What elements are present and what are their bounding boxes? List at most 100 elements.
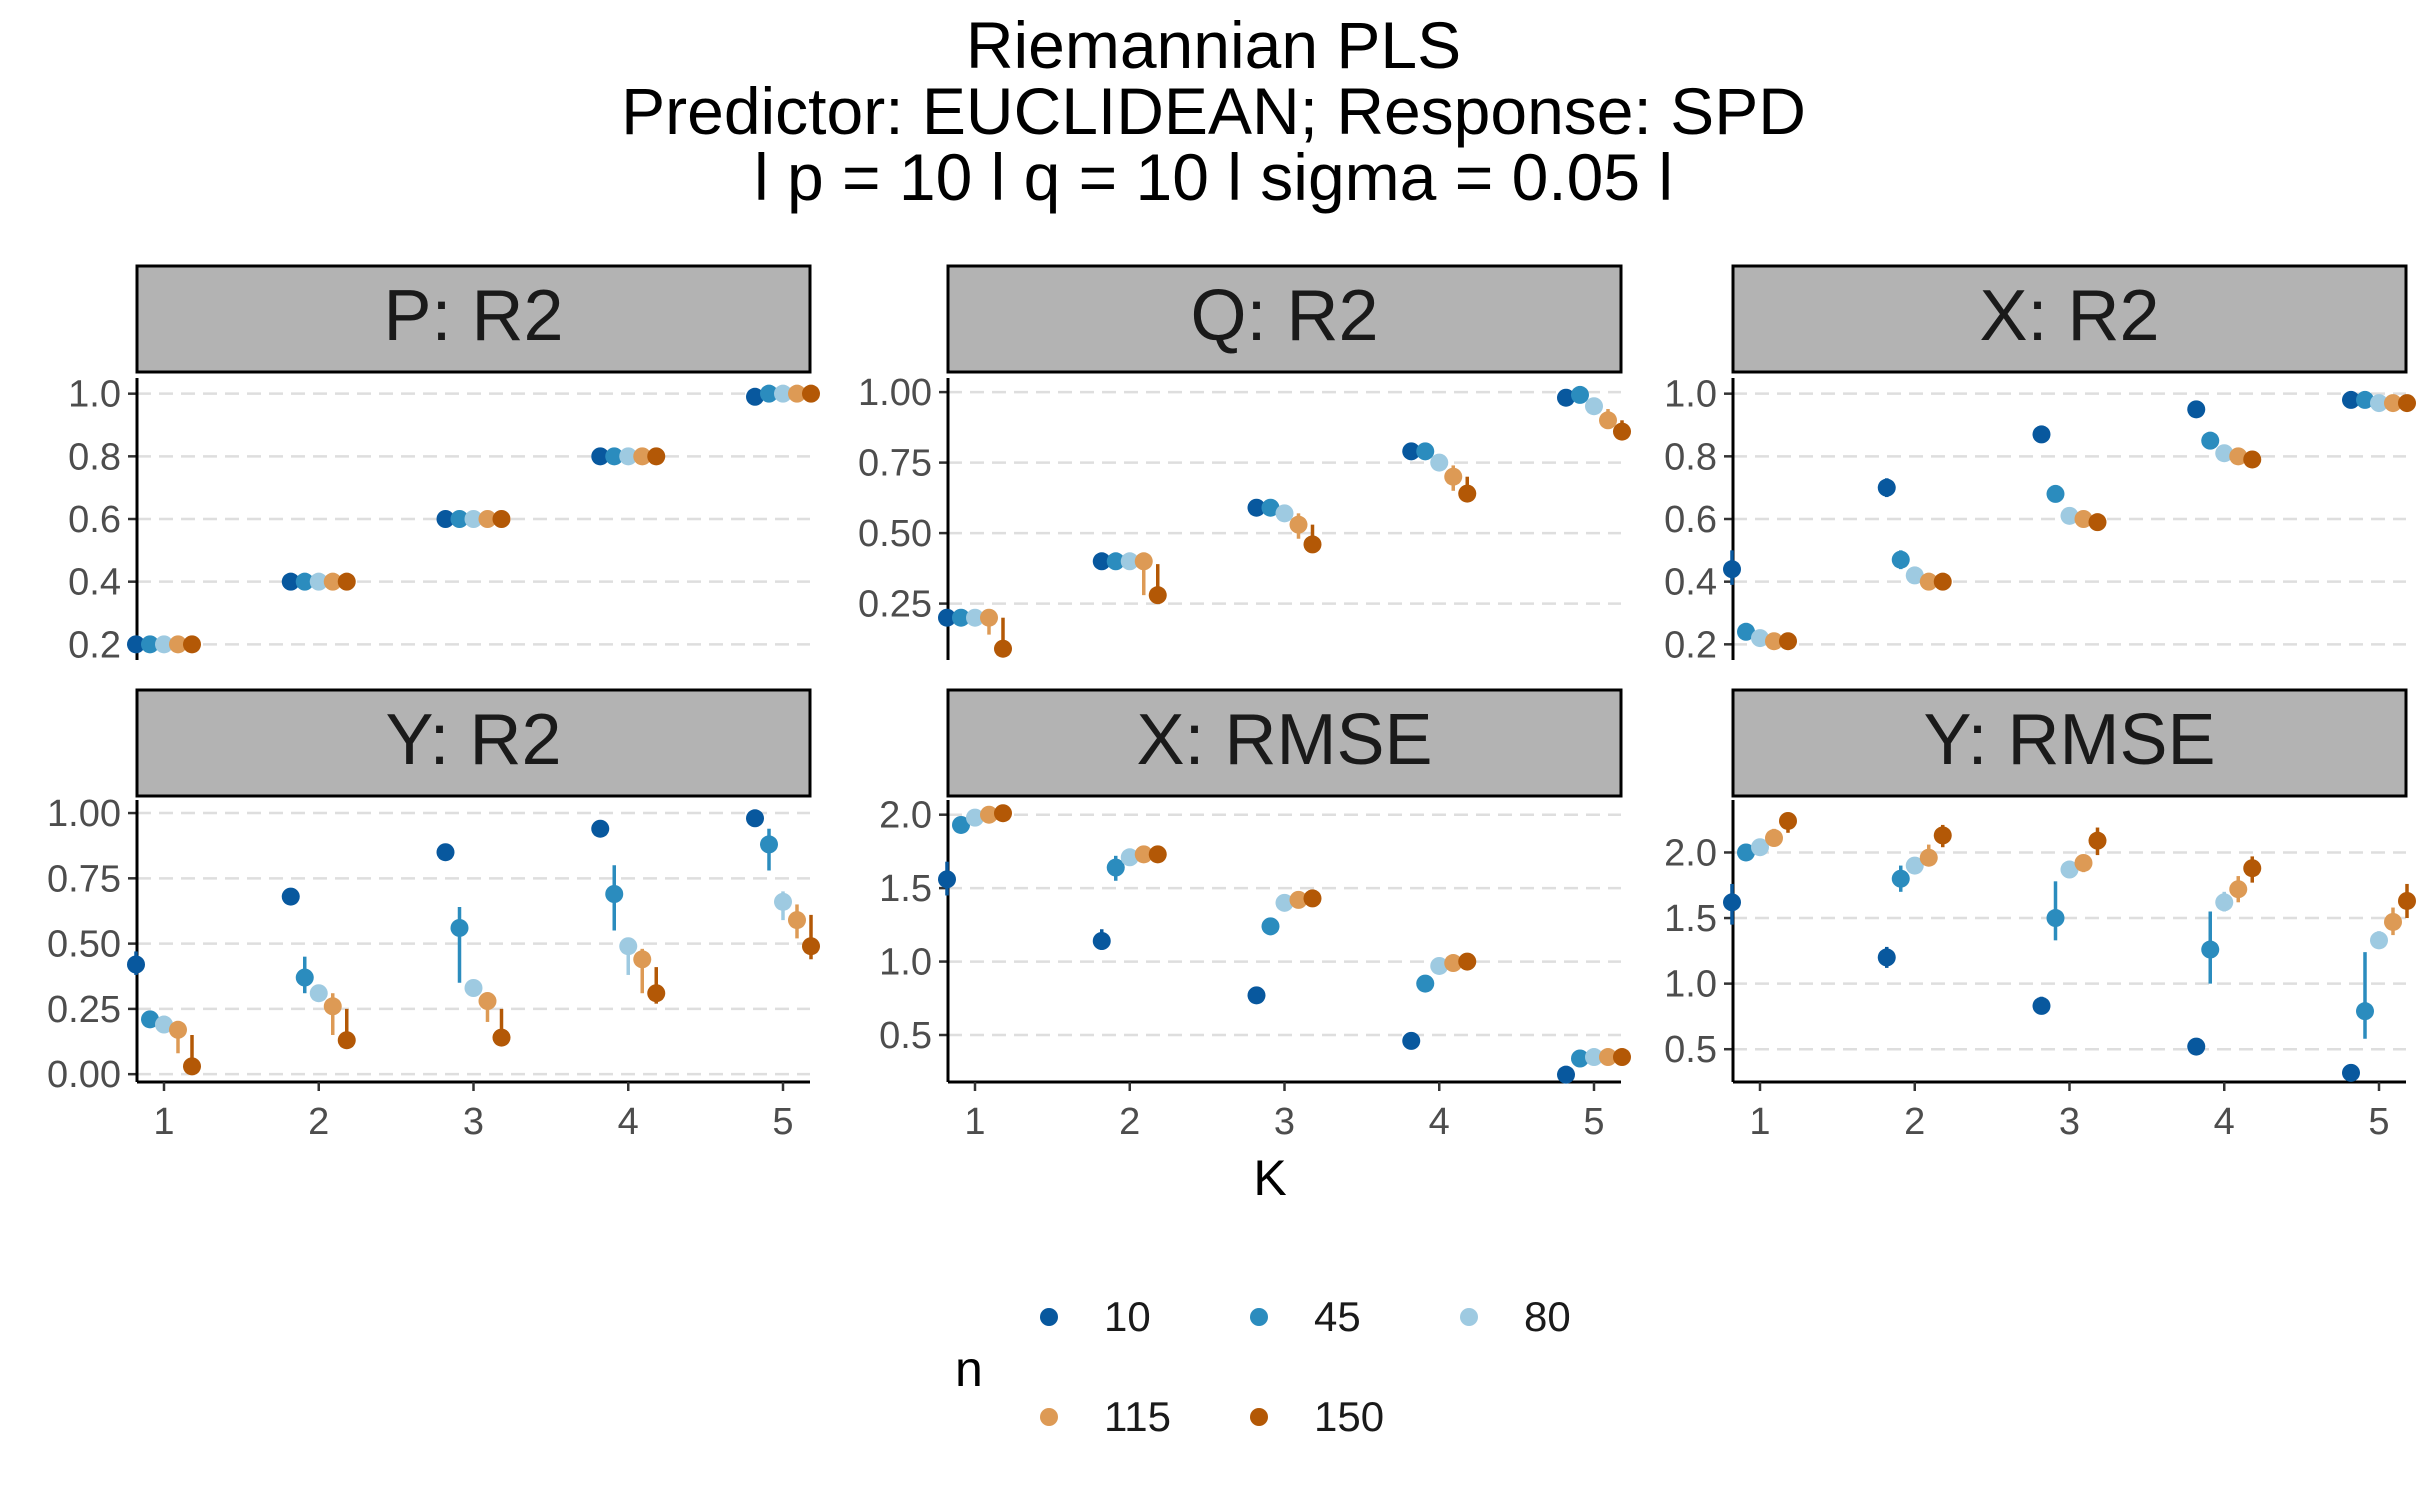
legend-label: 10 <box>1104 1293 1151 1340</box>
panel-1-ytick-label: 0.8 <box>68 436 121 478</box>
panel-2-point-n45 <box>1261 498 1280 517</box>
panel-4-point-n10 <box>591 819 610 838</box>
panel-2-ytick-label: 1.00 <box>858 372 932 414</box>
panel-5-ytick-label: 0.5 <box>879 1015 932 1057</box>
panel-2-point-n150 <box>1303 535 1322 554</box>
panel-5-xtick-label: 1 <box>964 1101 985 1143</box>
panel-2-point-n80 <box>1275 504 1294 523</box>
panel-3-point-n45 <box>2046 484 2065 503</box>
panel-3-point-n150 <box>2088 513 2107 532</box>
panel-2-point-n115 <box>980 608 998 627</box>
panel-3-point-n150 <box>2243 450 2262 469</box>
panel-3-point-n10 <box>2032 425 2051 444</box>
panel-1-point-n10 <box>281 572 300 591</box>
panel-4-point-n45 <box>295 968 314 987</box>
panel-4-point-n80 <box>619 937 638 956</box>
panel-1-point-n150 <box>337 572 356 591</box>
panel-6-point-n150 <box>2243 859 2262 878</box>
panel-5-point-n80 <box>966 808 984 827</box>
panel-6-point-n45 <box>1737 843 1755 862</box>
panel-3-ytick-label: 0.4 <box>1664 562 1717 604</box>
panel-6-point-n150 <box>1933 826 1952 845</box>
panel-5-point-n10 <box>1557 1065 1575 1084</box>
panel-6-point-n45 <box>2046 909 2065 928</box>
panel-1-point-n115 <box>169 635 187 654</box>
x-axis-label: K <box>1253 1150 1286 1206</box>
legend-label: 45 <box>1314 1293 1361 1340</box>
panel-5-point-n45 <box>1571 1049 1589 1068</box>
panel-6-xtick-label: 3 <box>2059 1101 2080 1143</box>
panel-3-point-n10 <box>1877 478 1896 497</box>
panel-3-point-n45 <box>2201 431 2220 450</box>
panel-4-ytick-label: 1.00 <box>47 793 121 835</box>
legend-swatch <box>1250 1308 1268 1326</box>
panel-5-point-n80 <box>1120 848 1139 867</box>
panel-3-point-n45 <box>1737 622 1755 641</box>
panel-6-point-n115 <box>1919 848 1938 867</box>
panel-1-point-n80 <box>774 384 792 403</box>
panel-2-ytick-label: 0.25 <box>858 584 932 626</box>
panel-5-ytick-label: 1.0 <box>879 942 932 984</box>
panel-6-point-n10 <box>2342 1063 2360 1082</box>
legend-item-80: 80 <box>1460 1293 1571 1341</box>
panel-1-point-n10 <box>436 510 455 528</box>
panel-3-ytick-label: 0.6 <box>1664 499 1717 541</box>
panel-4-point-n10 <box>281 887 300 906</box>
panel-3-point-n150 <box>1779 632 1797 651</box>
panel-6-point-n10 <box>1877 948 1896 967</box>
panel-1-point-n115 <box>788 384 806 403</box>
panel-1-point-n10 <box>127 635 145 654</box>
panel-5-point-n10 <box>1402 1031 1421 1050</box>
legend-swatch <box>1460 1308 1478 1326</box>
panel-2-ytick-label: 0.50 <box>858 513 932 555</box>
panel-2-point-n80 <box>1430 453 1449 472</box>
panel-2-point-n10 <box>1557 388 1575 407</box>
panel-3-point-n80 <box>2215 444 2234 463</box>
panel-2-point-n80 <box>1120 552 1139 571</box>
panel-6-ytick-label: 2.0 <box>1664 832 1717 874</box>
panel-1-ytick-label: 1.0 <box>68 374 121 416</box>
panel-2-point-n150 <box>994 639 1012 658</box>
panel-4-xtick-label: 1 <box>153 1101 174 1143</box>
panel-4-point-n10 <box>746 809 764 828</box>
panel-6-xtick-label: 1 <box>1749 1101 1770 1143</box>
panel-2-point-n115 <box>1289 515 1308 534</box>
panel-1-point-n45 <box>295 572 314 591</box>
panel-2-point-n45 <box>1571 385 1589 404</box>
panel-1-point-n115 <box>478 510 497 528</box>
panel-3-point-n45 <box>1891 550 1910 569</box>
panel-4-xtick-label: 3 <box>463 1101 484 1143</box>
legend-label: 115 <box>1104 1393 1171 1440</box>
panel-2-ytick-label: 0.75 <box>858 443 932 485</box>
panel-1-point-n150 <box>492 510 511 528</box>
panel-3-strip-label: X: R2 <box>1979 276 2159 356</box>
panel-4-point-n115 <box>788 911 806 930</box>
panel-5-strip <box>946 688 1623 798</box>
panel-2-point-n150 <box>1458 484 1477 503</box>
panel-5-point-n45 <box>952 815 970 834</box>
panel-1-ytick-label: 0.2 <box>68 624 121 666</box>
panel-2-point-n10 <box>1092 552 1111 571</box>
panel-1-point-n80 <box>155 635 173 654</box>
legend-item-115: 115 <box>1040 1393 1171 1441</box>
panel-6-strip <box>1731 688 2408 798</box>
panel-4-point-n115 <box>169 1020 187 1039</box>
panel-2-point-n150 <box>1148 586 1167 605</box>
panel-1-point-n115 <box>323 572 342 591</box>
panel-5-point-n45 <box>1416 974 1435 993</box>
panel-2-point-n45 <box>1106 552 1125 571</box>
panel-6-point-n80 <box>1751 838 1769 857</box>
title-line-1: Riemannian PLS <box>965 8 1462 82</box>
panel-6-point-n45 <box>2201 940 2220 959</box>
panel-5-xtick-label: 4 <box>1429 1101 1450 1143</box>
panel-4-point-n80 <box>155 1015 173 1034</box>
panel-2-point-n80 <box>966 608 984 627</box>
panel-5-point-n115 <box>1444 954 1463 973</box>
panel-2-point-n10 <box>938 608 956 627</box>
panel-3-point-n150 <box>1933 572 1952 591</box>
panel-4-point-n150 <box>183 1057 201 1076</box>
panel-6-ytick-label: 0.5 <box>1664 1029 1717 1071</box>
panel-6-point-n10 <box>2187 1037 2206 1056</box>
panel-6-point-n45 <box>1891 869 1910 888</box>
panel-6-strip-label: Y: RMSE <box>1923 700 2215 780</box>
